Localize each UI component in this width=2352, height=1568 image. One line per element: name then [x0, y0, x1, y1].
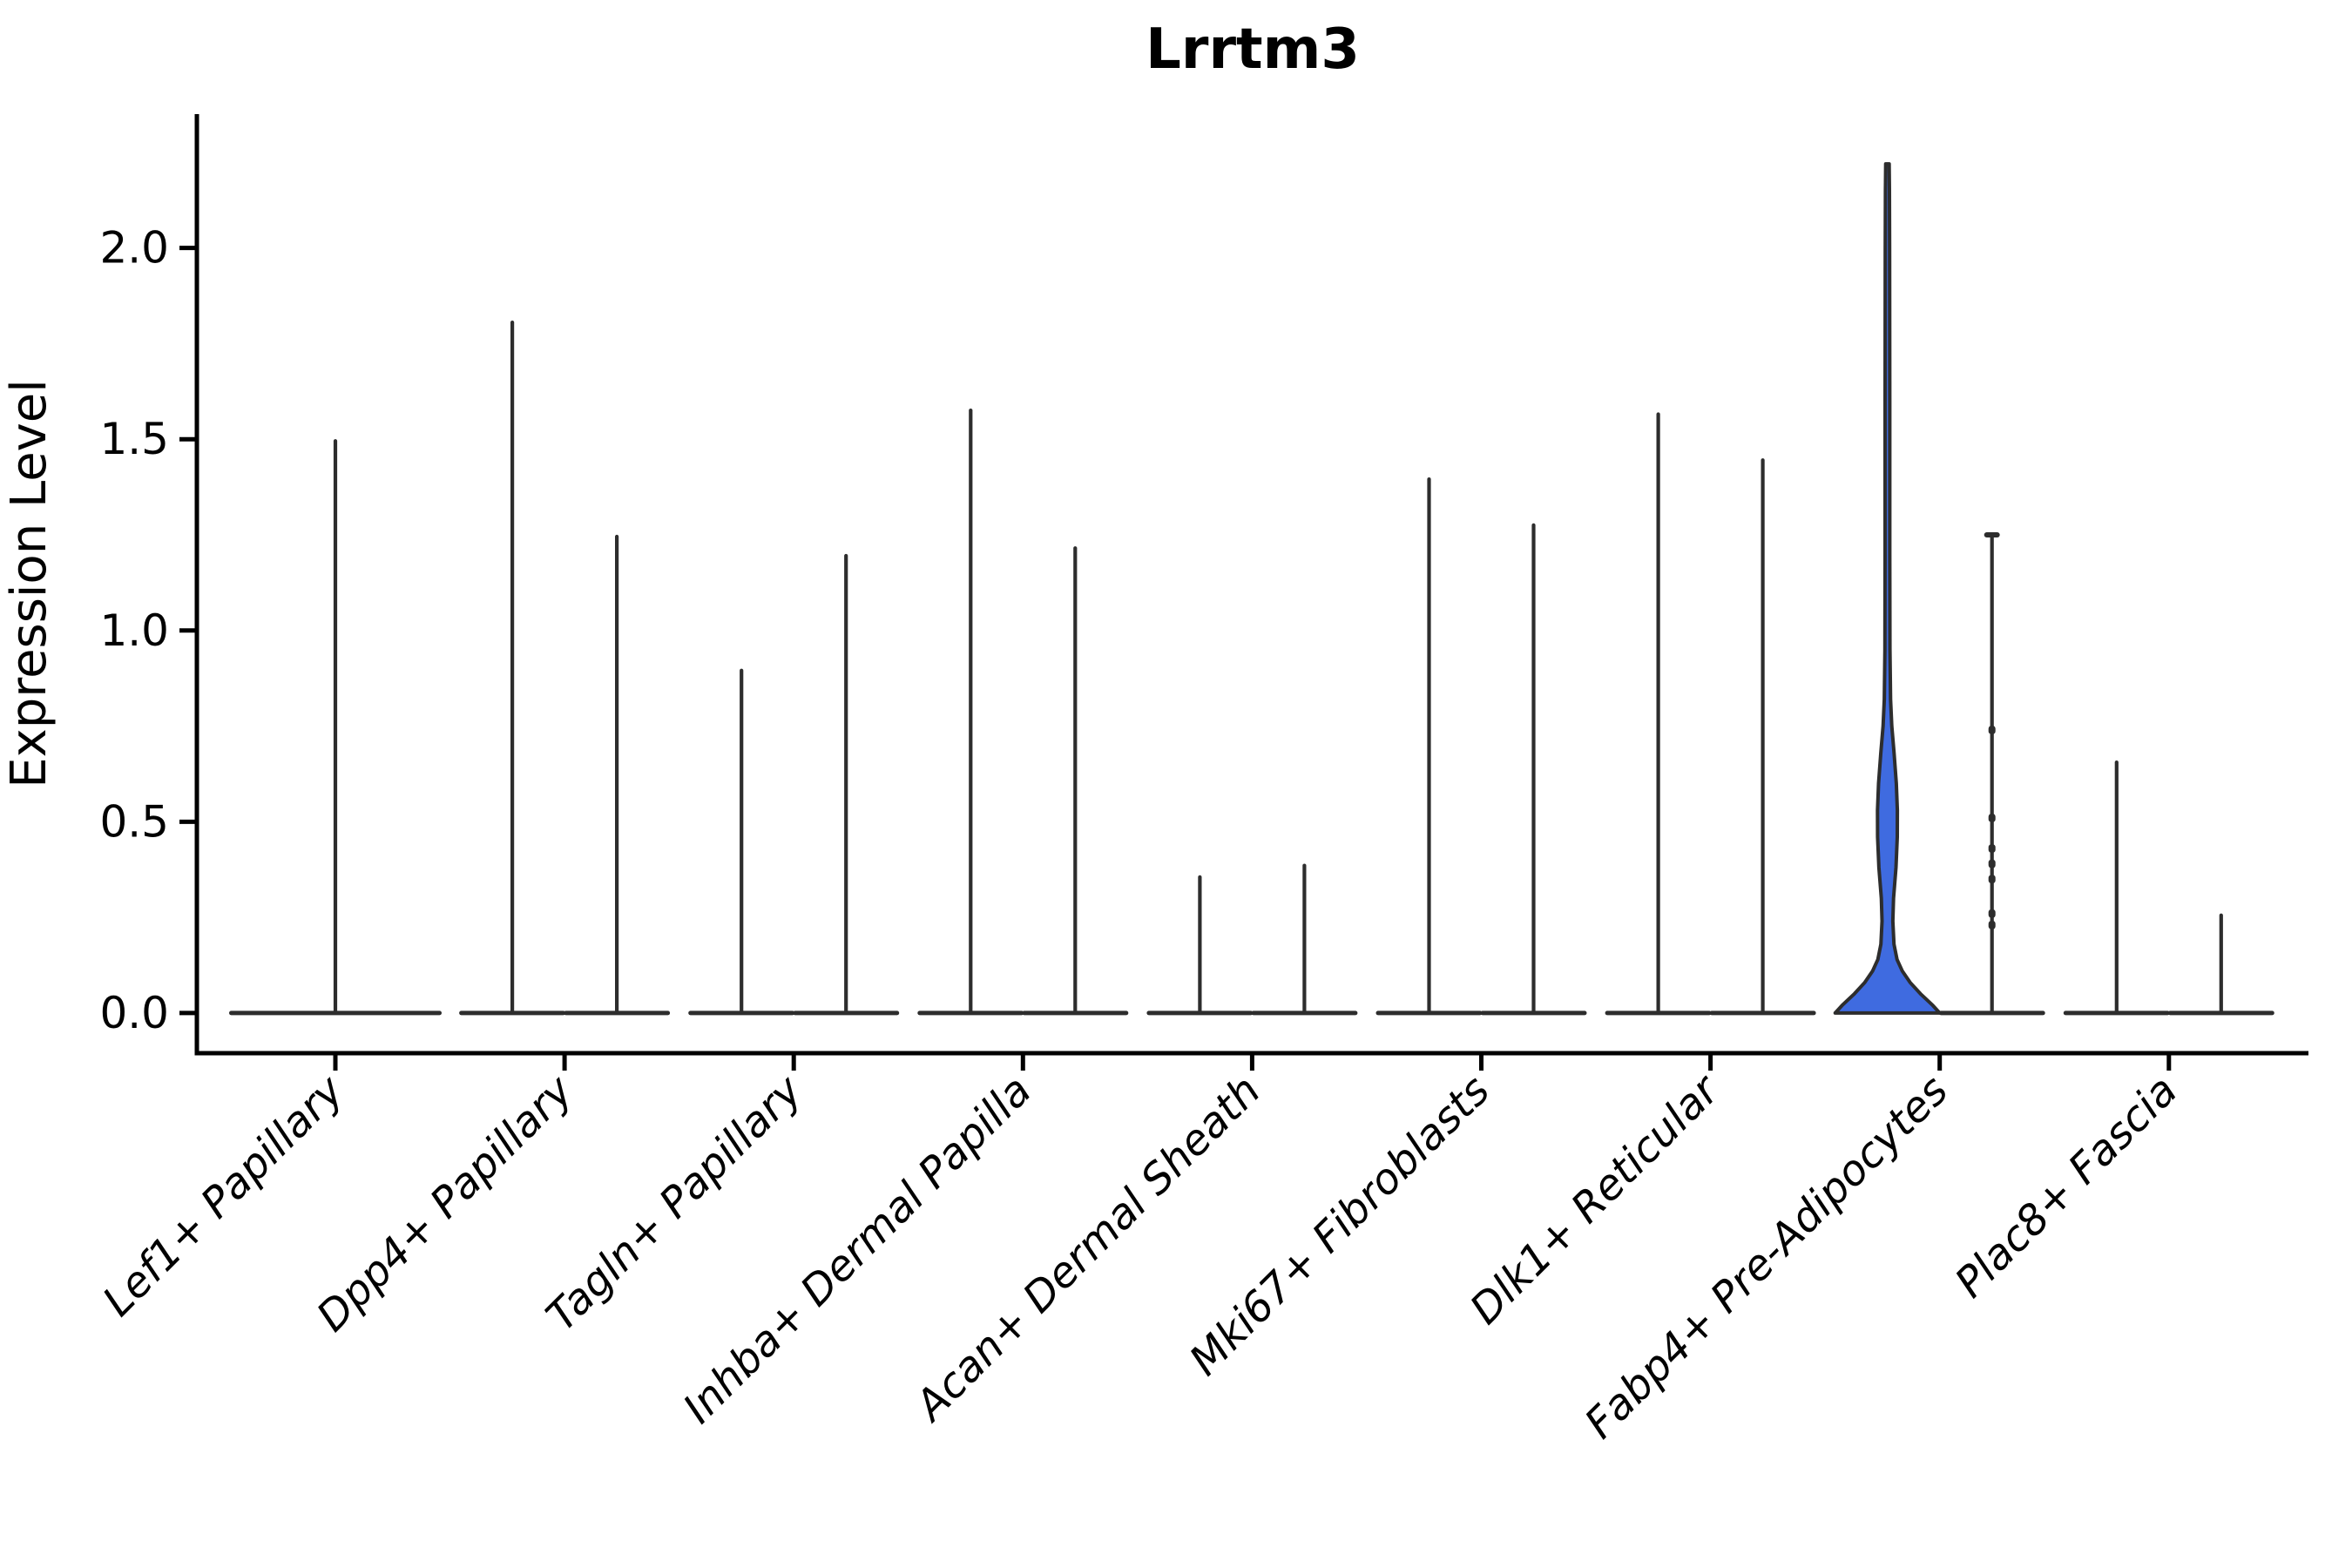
- category-label: Dlk1+ Reticular: [1461, 1064, 1731, 1335]
- chart-title: Lrrtm3: [1146, 17, 1360, 82]
- violin-group: [1833, 162, 2045, 1016]
- y-tick-label: 1.0: [99, 605, 169, 656]
- axes-layer: [179, 114, 2308, 1071]
- y-axis-label: Expression Level: [1, 379, 57, 788]
- violin-group: [2063, 760, 2274, 1016]
- violin-group: [229, 439, 442, 1016]
- violin-density-knot: [1988, 909, 1996, 918]
- violin-group: [1375, 477, 1587, 1016]
- highlight-violin: [1833, 162, 1942, 1015]
- violin-group: [688, 553, 900, 1016]
- violin-density-knot: [1988, 813, 1996, 822]
- y-tick-label: 0.0: [99, 988, 169, 1038]
- category-label: Dpp4+ Papillary: [308, 1065, 583, 1341]
- violin-group: [1605, 412, 1816, 1016]
- violin-density-knot: [1988, 844, 1996, 854]
- y-tick-label: 1.5: [99, 414, 169, 464]
- category-label: Tagln+ Papillary: [537, 1065, 812, 1341]
- y-tick-label: 2.0: [99, 223, 169, 274]
- violins-layer: [229, 162, 2274, 1016]
- violin-density-knot: [1988, 859, 1996, 868]
- violin-spike-cap: [1984, 532, 2000, 538]
- violin-group: [1146, 863, 1358, 1016]
- violin-density-knot: [1988, 725, 1996, 734]
- category-label: Fabp4+ Pre-Adipocytes: [1576, 1066, 1958, 1449]
- y-tick-label: 0.5: [99, 796, 169, 847]
- violin-group: [459, 321, 671, 1016]
- violin-group: [917, 409, 1129, 1016]
- violin-density-knot: [1988, 920, 1996, 929]
- category-label: Plac8+ Fascia: [1946, 1066, 2187, 1308]
- category-label: Lef1+ Papillary: [93, 1065, 354, 1326]
- violin-density-knot: [1988, 875, 1996, 884]
